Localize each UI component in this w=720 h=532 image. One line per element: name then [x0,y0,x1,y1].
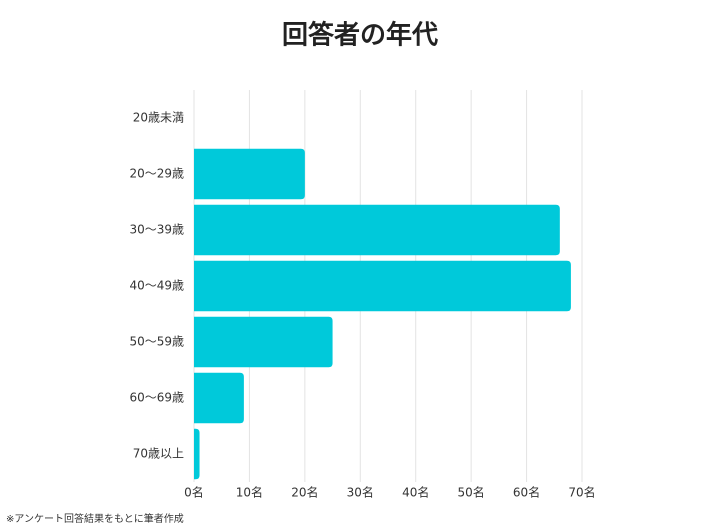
x-tick-label: 70名 [568,485,595,500]
x-tick-label: 50名 [458,485,485,500]
bar [194,372,244,424]
y-tick-label: 50～59歳 [129,335,184,349]
x-tick-label: 40名 [402,485,429,500]
x-tick-label: 30名 [347,485,374,500]
x-tick-label: 10名 [236,485,263,500]
y-tick-label: 20～29歳 [129,167,184,181]
y-tick-label: 40～49歳 [129,279,184,293]
y-tick-label: 60～69歳 [129,391,184,405]
x-tick-label: 60名 [513,485,540,500]
bar [194,260,571,312]
x-tick-label: 0名 [184,485,204,500]
y-tick-label: 70歳以上 [133,447,184,461]
bar [194,148,305,200]
y-tick-label: 20歳未満 [133,111,184,125]
bar [194,428,200,480]
chart-title: 回答者の年代 [282,20,438,51]
x-tick-label: 20名 [291,485,318,500]
bar [194,316,333,368]
footnote: ※アンケート回答結果をもとに筆者作成 [6,512,184,525]
y-tick-label: 30～39歳 [129,223,184,237]
bar [194,204,560,256]
